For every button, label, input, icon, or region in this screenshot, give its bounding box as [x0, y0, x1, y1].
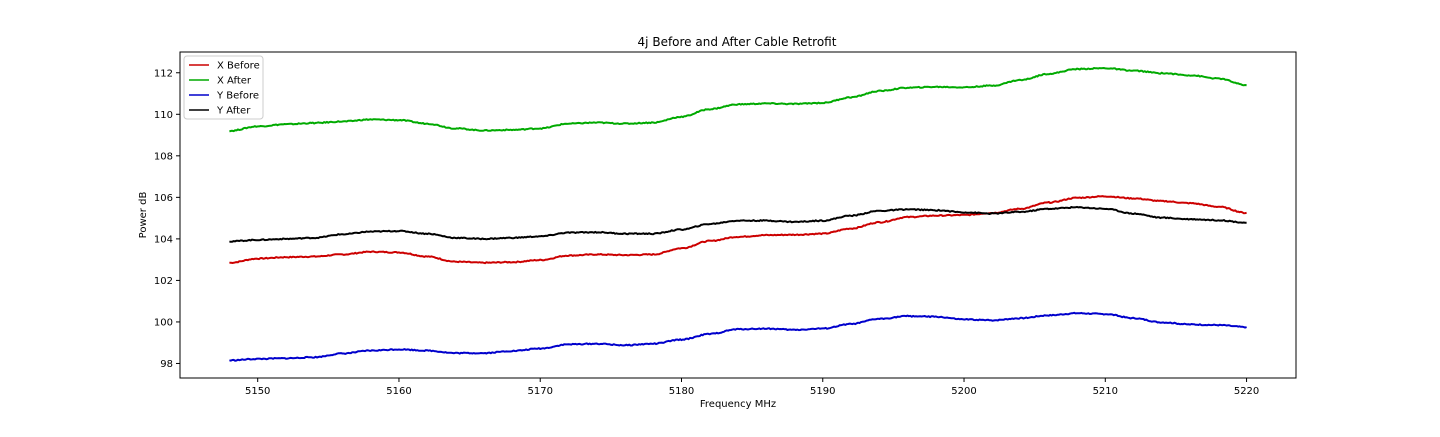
series-line-x-before: [229, 195, 1247, 265]
chart-title: 4j Before and After Cable Retrofit: [638, 35, 837, 49]
y-axis-ticks: 98 100 102 104 106 108 110 112: [154, 68, 180, 370]
legend-label: Y After: [216, 106, 251, 117]
y-tick-label: 102: [154, 276, 173, 287]
legend-box: [183, 55, 264, 120]
y-tick-label: 100: [154, 317, 173, 328]
y-tick-label: 98: [160, 359, 173, 370]
y-tick-label: 110: [154, 110, 173, 121]
x-tick-label: 5210: [1093, 386, 1118, 397]
legend-label: Y Before: [216, 91, 259, 102]
y-tick-label: 104: [154, 234, 173, 245]
x-tick-label: 5170: [528, 386, 553, 397]
x-tick-label: 5150: [245, 386, 270, 397]
x-axis-ticks: 5150 5160 5170 5180 5190 5200 5210 5220: [245, 378, 1259, 397]
x-axis-label: Frequency MHz: [700, 399, 776, 410]
x-tick-label: 5190: [810, 386, 835, 397]
series-line-x-after: [229, 67, 1247, 133]
x-tick-label: 5200: [951, 386, 976, 397]
y-axis-label: Power dB: [138, 192, 149, 239]
x-tick-label: 5180: [669, 386, 694, 397]
x-tick-label: 5160: [386, 386, 411, 397]
series-line-y-after: [229, 205, 1247, 243]
legend-label: X After: [217, 76, 252, 87]
legend: X Before X After Y Before Y After: [183, 55, 264, 120]
y-tick-label: 108: [154, 151, 173, 162]
plot-area: [179, 51, 1297, 379]
series-line-y-before: [229, 311, 1247, 362]
series-layer: [229, 67, 1247, 362]
x-tick-label: 5220: [1234, 386, 1259, 397]
y-tick-label: 112: [154, 68, 173, 79]
legend-label: X Before: [217, 61, 260, 72]
y-tick-label: 106: [154, 193, 173, 204]
